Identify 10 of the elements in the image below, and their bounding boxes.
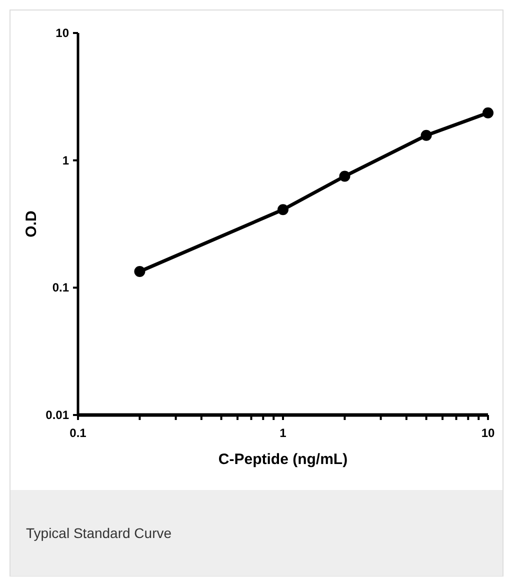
text: Typical Standard Curve [26, 525, 172, 541]
x-tick-label: 1 [280, 426, 287, 440]
y-tick-label: 0.1 [52, 280, 70, 295]
x-axis-title: C-Peptide (ng/mL) [218, 451, 348, 468]
y-tick-label: 0.01 [46, 408, 70, 422]
x-tick-label: 0.1 [70, 426, 87, 440]
x-tick-label: 10 [481, 426, 495, 440]
y-tick-label: 10 [56, 26, 70, 40]
y-axis-title: O.D [23, 210, 40, 238]
y-tick-label: 1 [62, 153, 70, 168]
